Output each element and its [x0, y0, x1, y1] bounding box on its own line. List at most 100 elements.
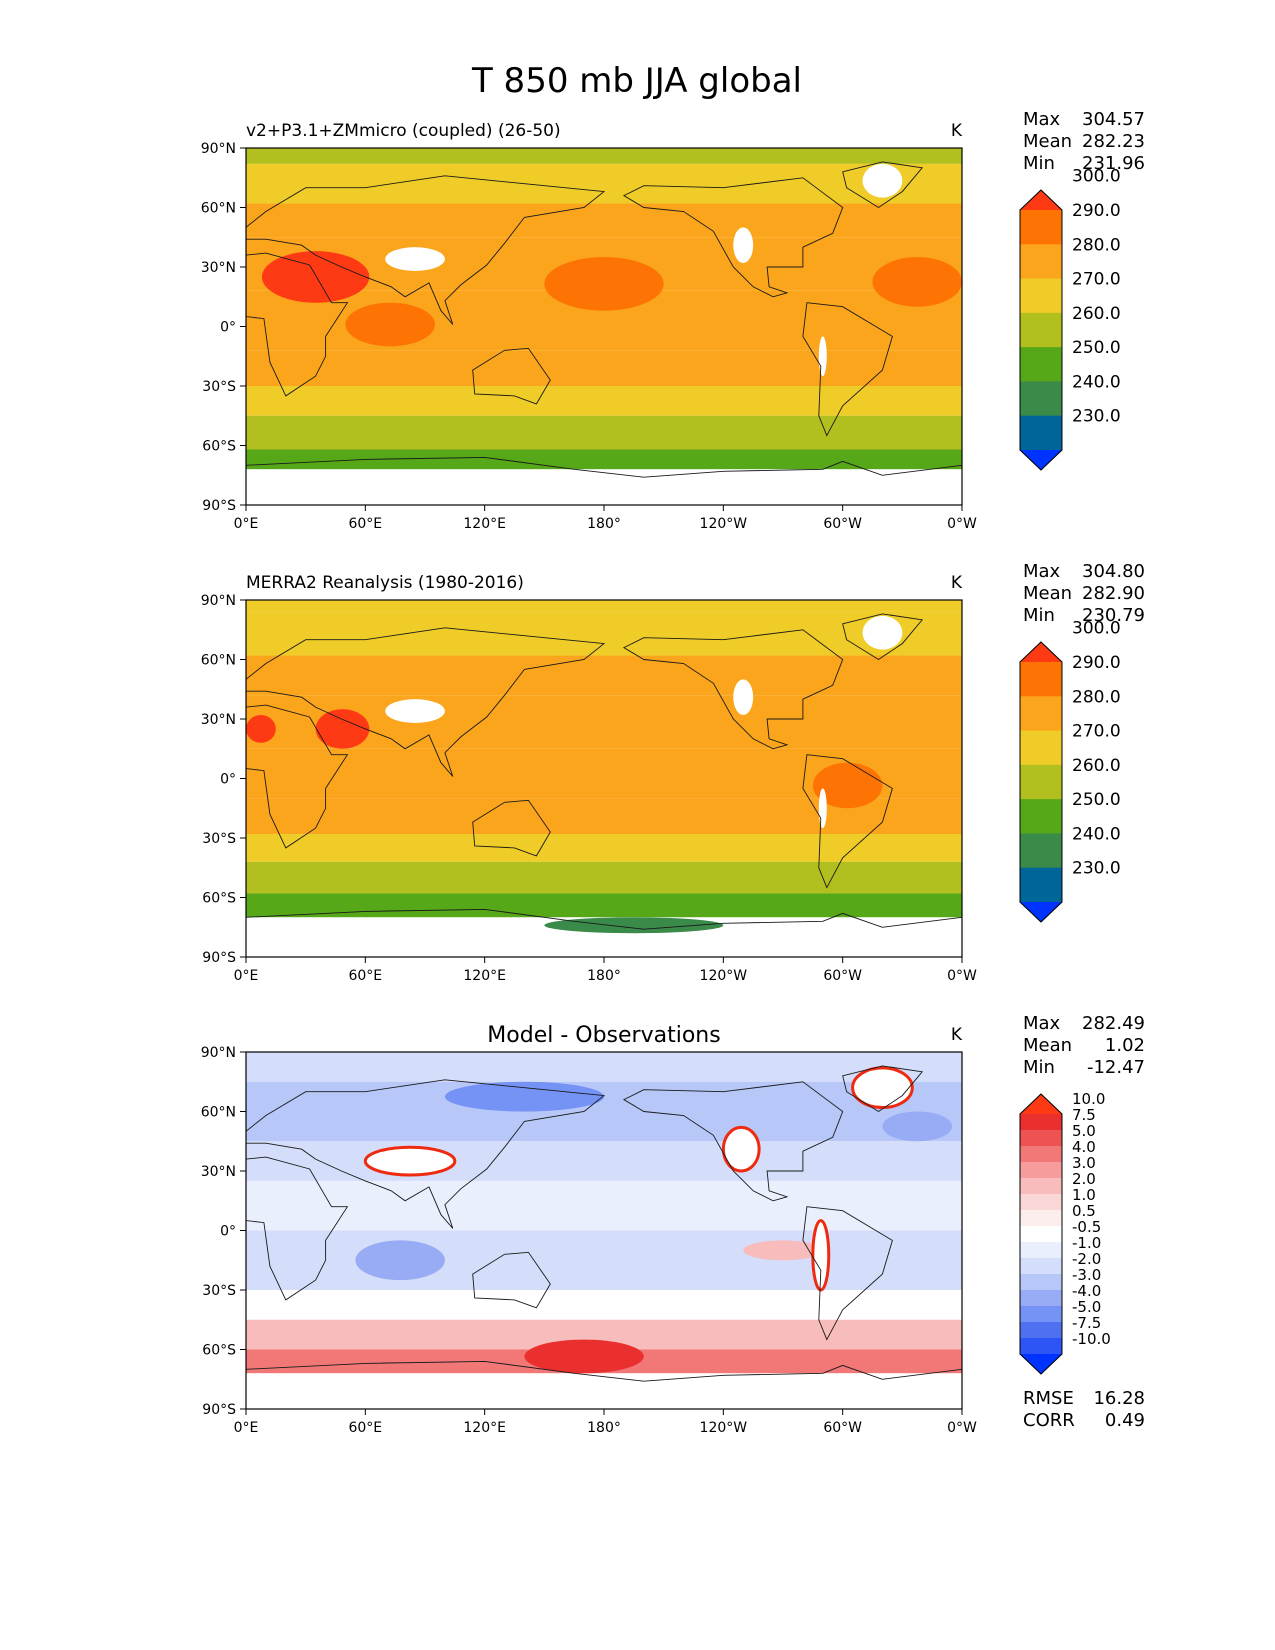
- colorbar: -10.0-7.5-5.0-4.0-3.0-2.0-1.0-0.50.51.02…: [1019, 1090, 1111, 1375]
- colorbar-segment: [1020, 662, 1062, 697]
- xtick-label: 60°E: [348, 968, 382, 984]
- xtick-label: 0°E: [234, 516, 259, 532]
- stat-max-label: Max: [1023, 561, 1061, 582]
- ytick-label: 60°S: [202, 891, 236, 907]
- stat-rmse-label: RMSE: [1023, 1388, 1074, 1409]
- colorbar-segment: [1020, 833, 1062, 869]
- region-rockies-missing: [733, 227, 754, 264]
- band-5: [246, 1290, 962, 1320]
- colorbar-label: 7.5: [1072, 1106, 1096, 1124]
- colorbar: 230.0 240.0 250.0 260.0 270.0 280.0 290.0 300.0: [1019, 167, 1121, 471]
- ytick-label: 30°S: [202, 831, 236, 847]
- region-arctic-cold-bias: [444, 1081, 604, 1112]
- colorbar-segment: [1020, 1210, 1062, 1227]
- stat-max-value: 304.80: [1082, 561, 1145, 582]
- region-southern-ocean-warm-bias: [524, 1339, 644, 1374]
- colorbar-label: 10.0: [1072, 1090, 1105, 1108]
- colorbar-extend-top: [1020, 642, 1062, 662]
- colorbar-label: 280.0: [1072, 687, 1121, 707]
- xtick-label: 120°W: [700, 516, 748, 532]
- map-field: [246, 148, 962, 505]
- colorbar-segment: [1020, 381, 1062, 417]
- colorbar-extend-bottom: [1020, 1354, 1062, 1374]
- colorbar-label: 260.0: [1072, 304, 1121, 324]
- xtick-label: 60°E: [348, 516, 382, 532]
- panel-title: Model - Observations: [487, 1023, 720, 1048]
- colorbar-segment: [1020, 1114, 1062, 1131]
- colorbar-extend-bottom: [1020, 902, 1062, 922]
- colorbar-segment: [1020, 1338, 1062, 1355]
- stat-min-label: Min: [1023, 153, 1055, 174]
- colorbar-label: 0.5: [1072, 1202, 1096, 1220]
- colorbar-label: 260.0: [1072, 756, 1121, 776]
- ytick-label: 90°S: [202, 1402, 236, 1418]
- region-central-pacific-warm: [544, 257, 664, 311]
- region-north-africa-arabia-hot: [261, 251, 370, 303]
- colorbar-outline: [1019, 641, 1063, 923]
- region-south-america-warm: [812, 762, 883, 809]
- colorbar-segment: [1020, 799, 1062, 834]
- xtick-label: 0°E: [234, 1420, 259, 1436]
- stat-mean-label: Mean: [1023, 131, 1072, 152]
- band-0: [246, 600, 962, 612]
- colorbar-label: -4.0: [1072, 1282, 1101, 1300]
- colorbar-segment: [1020, 210, 1062, 245]
- coastline-3: [622, 1081, 844, 1202]
- stat-max-value: 282.49: [1082, 1013, 1145, 1034]
- ytick-label: 60°N: [201, 201, 236, 217]
- region-antarctic-coast-cold: [544, 917, 724, 934]
- xtick-label: 0°W: [947, 1420, 977, 1436]
- colorbar-segment: [1020, 312, 1062, 348]
- coastline-5: [842, 613, 924, 661]
- band-1: [246, 611, 962, 656]
- band-8: [246, 1373, 962, 1409]
- ytick-label: 90°N: [201, 1045, 236, 1061]
- colorbar-segment: [1020, 696, 1062, 732]
- coastline-4: [802, 754, 893, 889]
- ytick-label: 0°: [220, 1224, 236, 1240]
- xtick-label: 60°W: [823, 516, 862, 532]
- ytick-label: 30°N: [201, 712, 236, 728]
- band-2: [246, 1141, 962, 1181]
- colorbar-segment: [1020, 244, 1062, 280]
- colorbar-label: 290.0: [1072, 653, 1121, 673]
- map-field: [246, 1052, 962, 1409]
- stat-min-label: Min: [1023, 1057, 1055, 1078]
- colorbar-label: 300.0: [1072, 619, 1121, 639]
- xtick-label: 180°: [587, 516, 621, 532]
- band-3: [246, 1180, 962, 1231]
- colorbar-label: 270.0: [1072, 270, 1121, 290]
- region-west-africa-hot: [246, 715, 276, 743]
- xtick-label: 0°W: [947, 516, 977, 532]
- coastline-0: [246, 704, 349, 849]
- colorbar-label: 300.0: [1072, 167, 1121, 187]
- stat-max-value: 304.57: [1082, 109, 1145, 130]
- xtick-label: 120°W: [700, 1420, 748, 1436]
- coastline-5: [842, 161, 924, 209]
- coastline-1: [246, 1079, 606, 1229]
- stat-max-label: Max: [1023, 1013, 1061, 1034]
- colorbar-segment: [1020, 730, 1062, 766]
- coastline-4: [802, 1206, 893, 1341]
- ytick-label: 60°S: [202, 439, 236, 455]
- coastline-1: [246, 627, 606, 777]
- stat-min-label: Min: [1023, 605, 1055, 626]
- band-5: [246, 350, 962, 386]
- colorbar-label: -10.0: [1072, 1330, 1111, 1348]
- xtick-label: 0°E: [234, 968, 259, 984]
- coastline-6: [246, 456, 962, 478]
- colorbar-segment: [1020, 1274, 1062, 1291]
- panel-model: 0°E 60°E 120°E 180° 120°W 60°W 0°W 90°N 60°N 30°N…: [201, 109, 1145, 532]
- colorbar-label: 250.0: [1072, 338, 1121, 358]
- colorbar-label: 5.0: [1072, 1122, 1096, 1140]
- coastline-3: [622, 177, 844, 298]
- band-9: [246, 469, 962, 505]
- band-6: [246, 834, 962, 862]
- colorbar-segment: [1020, 1258, 1062, 1275]
- xtick-label: 120°E: [463, 968, 506, 984]
- coastline-2: [472, 799, 551, 857]
- colorbar-extend-top: [1020, 1094, 1062, 1114]
- stat-mean-label: Mean: [1023, 583, 1072, 604]
- band-7: [246, 415, 962, 450]
- colorbar-segment: [1020, 1162, 1062, 1179]
